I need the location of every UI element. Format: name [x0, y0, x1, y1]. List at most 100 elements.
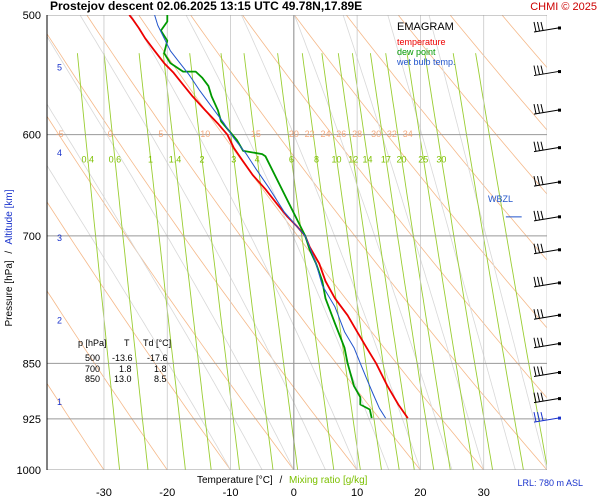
mixing-ratio-label: 2 — [199, 154, 204, 164]
wind-barb-station — [558, 70, 561, 74]
mixing-ratio-line — [369, 53, 435, 470]
dry-adiabat-label: 34 — [403, 129, 413, 139]
altitude-tick-label: 1 — [57, 397, 62, 407]
wind-barb-station — [558, 215, 561, 219]
mixing-ratio-line — [76, 53, 121, 470]
wbzl-label: WBZL — [488, 194, 513, 204]
wind-barb — [533, 243, 561, 255]
wind-barb-feather — [533, 21, 537, 32]
mixing-ratio-label: 12 — [348, 154, 358, 164]
mixing-ratio-line — [189, 53, 240, 470]
altitude-tick-label: 2 — [57, 315, 62, 325]
dry-adiabat — [242, 15, 547, 399]
dry-adiabat — [47, 382, 105, 470]
x-tick-label: 0 — [291, 487, 297, 499]
moist-adiabat — [342, 15, 485, 470]
wind-barb-station — [558, 108, 561, 112]
mixing-ratio-label: 1 — [148, 154, 153, 164]
wind-barb — [533, 176, 561, 187]
dry-adiabat-label: 24 — [320, 129, 330, 139]
wind-barb-feather — [533, 210, 537, 221]
dry-adiabat-label: 5 — [158, 129, 163, 139]
wind-barb-feather — [533, 309, 537, 319]
chart-title: Prostejov descent 02.06.2025 13:15 UTC 4… — [50, 0, 362, 13]
dry-adiabat — [345, 15, 547, 261]
pressure-tick-label: 925 — [23, 414, 41, 426]
legend-title: EMAGRAM — [397, 21, 454, 33]
wind-barb-feather — [540, 243, 544, 253]
wind-barb-shaft — [533, 249, 559, 255]
moist-adiabat — [185, 15, 390, 470]
wind-barb-shaft — [533, 398, 559, 404]
wind-barb-feather — [540, 276, 544, 286]
wind-barb-feather — [540, 176, 544, 185]
x-axis-label: Temperature [°C] / Mixing ratio [g/kg] — [197, 475, 368, 486]
wind-barb-station — [558, 180, 561, 184]
table-header-td: Td [°C] — [143, 338, 171, 348]
pressure-tick-label: 600 — [23, 130, 41, 142]
x-axis-label-temperature: Temperature [°C] — [197, 475, 273, 486]
pressure-tick-label: 1000 — [17, 465, 41, 477]
wind-barb — [533, 210, 561, 222]
dry-adiabat — [86, 15, 421, 470]
dry-adiabat — [47, 33, 358, 470]
mixing-ratio-label: 25 — [418, 154, 428, 164]
table-row-700-td: 1.8 — [154, 364, 167, 374]
moist-adiabat — [47, 103, 263, 470]
dry-adiabat-label: 28 — [352, 129, 362, 139]
mixing-ratio-label: 0.6 — [109, 154, 122, 164]
table-row-850-td: 8.5 — [154, 374, 167, 384]
pressure-tick-label: 850 — [23, 358, 41, 370]
series-line-wet-bulb-temp — [154, 15, 387, 419]
table-header-p: p [hPa] — [78, 338, 107, 348]
moist-adiabat — [428, 15, 547, 470]
wind-barb-station — [558, 416, 561, 420]
wind-barb-feather — [540, 411, 544, 421]
plot-area — [47, 15, 547, 470]
mixing-ratio-line — [337, 53, 400, 470]
pressure-tick-label: 500 — [23, 10, 41, 22]
dry-adiabat-label: 22 — [305, 129, 315, 139]
wind-barb-feather — [540, 65, 544, 75]
wind-barb-feather — [537, 276, 540, 287]
wind-barb-feather — [540, 21, 544, 31]
legend-item-dew-point: dew point — [397, 47, 436, 57]
table-row-850-t: 13.0 — [114, 374, 132, 384]
table-row-500-td: -17.6 — [147, 353, 168, 363]
wind-barb-feather — [537, 309, 540, 319]
x-tick-label: -30 — [96, 487, 112, 499]
wind-barb-feather — [533, 65, 537, 76]
dry-adiabat-label: 30 — [371, 129, 381, 139]
wind-barb-feather — [533, 366, 537, 377]
wind-barb-feather — [537, 337, 540, 347]
wind-barb-feather — [533, 104, 537, 114]
wind-barb-shaft — [533, 417, 559, 423]
wind-barb-feather — [537, 412, 540, 422]
wind-barb-shaft — [533, 71, 559, 77]
mixing-ratio-label: 17 — [381, 154, 391, 164]
wind-barb-feather — [533, 276, 537, 287]
wind-barb — [533, 392, 561, 404]
wind-barb-shaft — [533, 147, 559, 153]
mixing-ratio-line — [321, 53, 382, 470]
dry-adiabat-label: -5 — [56, 129, 64, 139]
wind-barb-feather — [533, 176, 537, 186]
wind-barb — [533, 65, 561, 77]
mixing-ratio-line — [452, 53, 524, 470]
pressure-tick-label: 700 — [23, 231, 41, 243]
x-tick-label: -10 — [223, 487, 239, 499]
wind-barb-feather — [537, 141, 540, 151]
sounding-table: p [hPa] T Td [°C] 500 -13.6 -17.6 700 1.… — [78, 338, 171, 384]
series-layer — [128, 15, 409, 419]
wind-barb-shaft — [533, 282, 559, 288]
wind-barb-shaft — [533, 314, 559, 320]
wind-barb-feather — [537, 210, 540, 220]
mixing-ratio-line — [138, 53, 186, 470]
wind-barb-feather — [540, 392, 544, 402]
altitude-tick-label: 3 — [57, 233, 62, 243]
dry-adiabat-label: 32 — [387, 129, 397, 139]
y-axis-label-sep: / — [4, 251, 15, 254]
wind-barb-station — [558, 371, 561, 375]
wind-barb-feather — [540, 104, 544, 113]
